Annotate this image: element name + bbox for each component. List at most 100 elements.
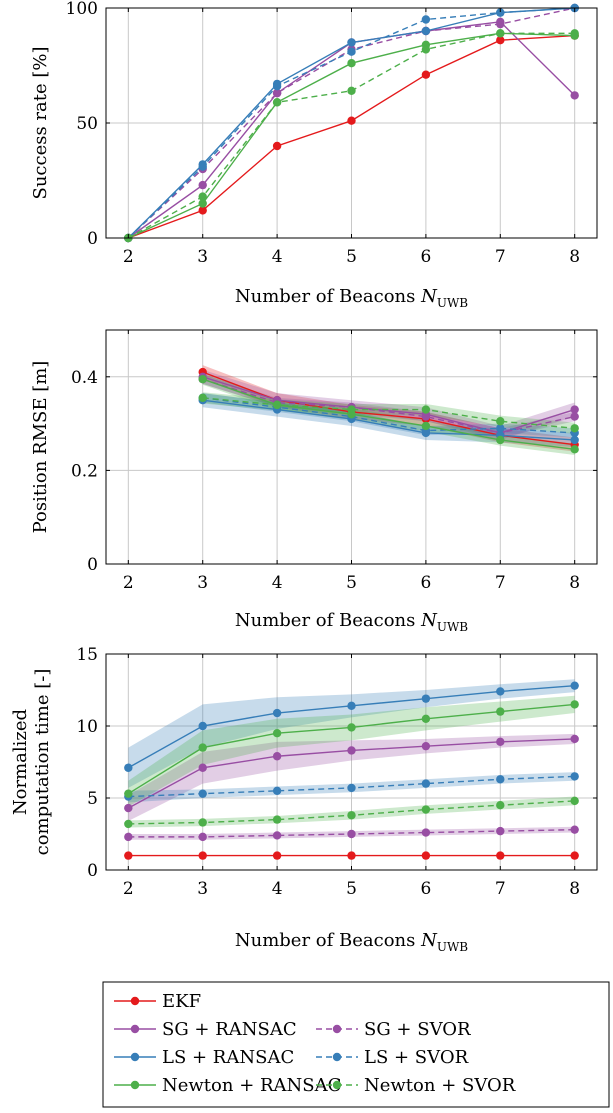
data-point [198, 789, 207, 798]
confidence-band [128, 695, 575, 807]
data-point [421, 741, 431, 751]
data-point [570, 445, 579, 454]
data-point [272, 752, 282, 761]
chart-panel-2: 2 3 4 5 6 7 8 0 0.2 0.4 Number of Beacons NUWB Posi… [30, 329, 598, 634]
x-tick-label: 8 [569, 573, 580, 593]
x-tick-label: 4 [272, 879, 283, 899]
data-point [570, 91, 579, 100]
data-point [272, 98, 282, 107]
confidence-band [202, 365, 575, 452]
legend-swatch-marker [130, 1052, 140, 1062]
data-point [570, 700, 579, 709]
y-tick-label: 0 [87, 861, 98, 881]
x-tick-label: 7 [495, 879, 506, 899]
x-tick-label: 3 [197, 247, 208, 267]
series-line [202, 378, 575, 451]
data-point [124, 832, 133, 842]
data-point [124, 763, 133, 772]
data-point [496, 435, 505, 445]
data-point [421, 805, 431, 814]
data-point [421, 694, 431, 703]
data-point [124, 851, 133, 860]
confidence-band [128, 733, 575, 822]
data-point [570, 772, 579, 781]
data-point [496, 707, 505, 716]
data-point [570, 435, 579, 445]
data-point [347, 405, 356, 414]
x-tick-label: 5 [346, 573, 357, 593]
data-point [272, 786, 282, 795]
legend-label: Newton + RANSAC [162, 1075, 341, 1096]
x-tick-label: 8 [569, 247, 580, 267]
y-tick-label: 0.2 [71, 461, 98, 481]
x-tick-label: 6 [420, 573, 431, 593]
y-tick-label: 100 [66, 0, 98, 19]
data-point [496, 417, 505, 426]
legend: EKF SG + RANSAC SG + SVOR LS + RANSAC LS + S… [102, 981, 610, 1108]
data-point [198, 162, 207, 171]
y-axis-label: Position RMSE [m] [30, 361, 51, 534]
x-tick-label: 6 [420, 247, 431, 267]
data-point [198, 393, 207, 403]
data-point [570, 412, 579, 421]
data-point [347, 59, 356, 68]
x-axis-label: Number of Beacons NUWB [235, 610, 468, 634]
data-point [124, 789, 133, 798]
data-point [347, 38, 356, 47]
data-point [198, 192, 207, 201]
data-point [347, 86, 356, 96]
data-point [421, 851, 431, 860]
y-tick-label: 10 [76, 717, 98, 737]
data-point [198, 199, 207, 208]
data-point [496, 851, 505, 860]
legend-label: LS + SVOR [364, 1047, 469, 1068]
chart-panel-1: 2 3 4 5 6 7 8 0 50 100 Number of Beacons NUWB Succe… [30, 0, 598, 310]
x-tick-label: 6 [420, 879, 431, 899]
data-point [421, 714, 431, 723]
legend-swatch-marker [130, 1024, 140, 1034]
data-point [347, 116, 356, 125]
x-tick-label: 7 [495, 247, 506, 267]
x-tick-label: 7 [495, 573, 506, 593]
legend-label: EKF [162, 991, 201, 1012]
y-tick-label: 5 [87, 789, 98, 809]
y-tick-label: 15 [76, 645, 98, 665]
series-line [202, 371, 575, 446]
series-line [202, 378, 575, 434]
x-tick-label: 3 [197, 573, 208, 593]
legend-swatch-marker [332, 1024, 342, 1034]
data-point [496, 424, 505, 433]
data-point [496, 801, 505, 810]
data-point [570, 405, 579, 414]
data-point [496, 737, 505, 747]
data-point [421, 26, 431, 36]
x-tick-label: 5 [346, 247, 357, 267]
x-tick-label: 4 [272, 247, 283, 267]
data-point [272, 831, 282, 840]
data-point [421, 412, 431, 421]
legend-box [102, 981, 610, 1108]
data-point [570, 681, 579, 690]
x-tick-label: 4 [272, 573, 283, 593]
data-point [347, 783, 356, 793]
legend-label: LS + RANSAC [162, 1047, 294, 1068]
confidence-band [128, 679, 575, 788]
data-point [198, 818, 207, 827]
y-tick-label: 0 [87, 229, 98, 249]
data-point [421, 15, 431, 24]
data-point [198, 763, 207, 772]
series-line [202, 399, 575, 441]
data-point [124, 803, 133, 813]
data-point [347, 723, 356, 732]
legend-swatch-marker [130, 1080, 140, 1090]
data-point [198, 374, 207, 384]
data-point [272, 400, 282, 410]
y-tick-label: 50 [76, 114, 98, 134]
x-axis-label: Number of Beacons NUWB [235, 930, 468, 954]
data-point [198, 851, 207, 860]
data-point [272, 88, 282, 98]
data-point [570, 825, 579, 834]
x-tick-label: 5 [346, 879, 357, 899]
x-tick-label: 2 [123, 247, 134, 267]
